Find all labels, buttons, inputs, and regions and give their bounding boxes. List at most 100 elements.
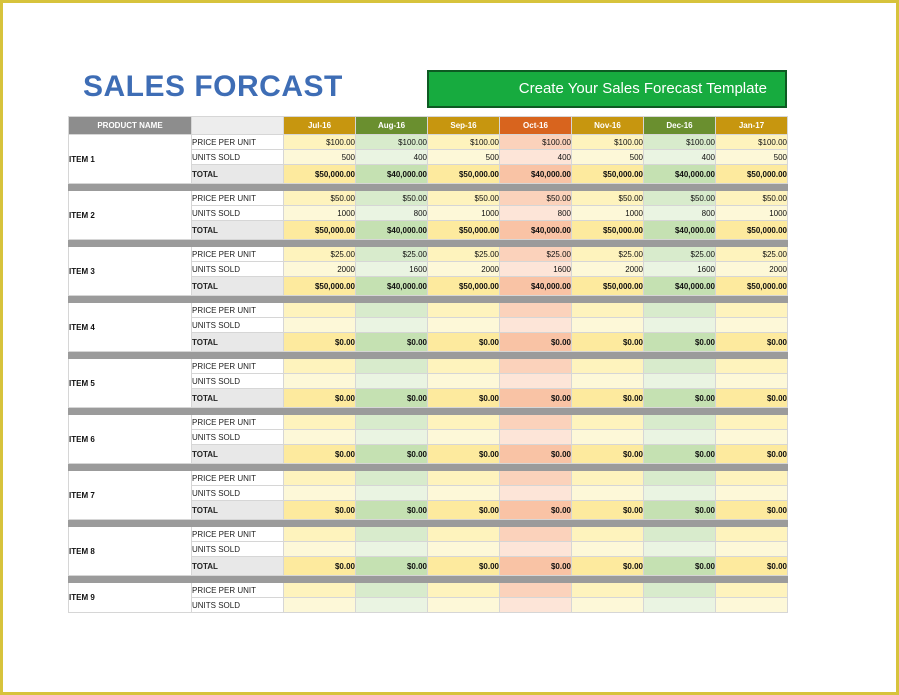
units-cell[interactable] — [427, 373, 500, 389]
price-cell[interactable] — [643, 358, 716, 374]
price-cell[interactable] — [571, 582, 644, 598]
item-name-cell[interactable]: ITEM 5 — [68, 358, 192, 408]
item-name-cell[interactable]: ITEM 3 — [68, 246, 192, 296]
price-cell[interactable] — [715, 358, 788, 374]
units-cell[interactable] — [499, 485, 572, 501]
price-cell[interactable]: $100.00 — [283, 134, 356, 150]
units-cell[interactable] — [715, 541, 788, 557]
price-cell[interactable] — [283, 526, 356, 542]
price-cell[interactable] — [283, 302, 356, 318]
units-cell[interactable] — [643, 373, 716, 389]
price-cell[interactable]: $25.00 — [427, 246, 500, 262]
price-cell[interactable]: $50.00 — [283, 190, 356, 206]
price-cell[interactable] — [355, 526, 428, 542]
price-cell[interactable] — [427, 470, 500, 486]
units-cell[interactable]: 2000 — [715, 261, 788, 277]
units-cell[interactable]: 2000 — [283, 261, 356, 277]
price-cell[interactable] — [571, 414, 644, 430]
price-cell[interactable]: $50.00 — [499, 190, 572, 206]
price-cell[interactable] — [427, 414, 500, 430]
units-cell[interactable] — [427, 429, 500, 445]
units-cell[interactable] — [427, 485, 500, 501]
units-cell[interactable] — [571, 597, 644, 613]
price-cell[interactable] — [499, 582, 572, 598]
units-cell[interactable]: 500 — [283, 149, 356, 165]
price-cell[interactable] — [355, 414, 428, 430]
price-cell[interactable] — [715, 582, 788, 598]
units-cell[interactable] — [499, 429, 572, 445]
units-cell[interactable] — [283, 541, 356, 557]
price-cell[interactable]: $100.00 — [643, 134, 716, 150]
units-cell[interactable]: 2000 — [571, 261, 644, 277]
price-cell[interactable] — [355, 470, 428, 486]
price-cell[interactable] — [283, 414, 356, 430]
units-cell[interactable]: 500 — [427, 149, 500, 165]
price-cell[interactable] — [355, 582, 428, 598]
units-cell[interactable]: 800 — [643, 205, 716, 221]
units-cell[interactable] — [355, 485, 428, 501]
price-cell[interactable] — [715, 302, 788, 318]
units-cell[interactable] — [643, 597, 716, 613]
units-cell[interactable] — [283, 317, 356, 333]
units-cell[interactable]: 500 — [571, 149, 644, 165]
price-cell[interactable] — [499, 358, 572, 374]
price-cell[interactable] — [355, 302, 428, 318]
price-cell[interactable]: $25.00 — [643, 246, 716, 262]
units-cell[interactable] — [571, 317, 644, 333]
price-cell[interactable] — [643, 414, 716, 430]
price-cell[interactable] — [499, 302, 572, 318]
units-cell[interactable] — [571, 485, 644, 501]
price-cell[interactable]: $25.00 — [571, 246, 644, 262]
units-cell[interactable] — [355, 373, 428, 389]
price-cell[interactable]: $50.00 — [715, 190, 788, 206]
units-cell[interactable] — [571, 429, 644, 445]
price-cell[interactable]: $25.00 — [715, 246, 788, 262]
price-cell[interactable] — [715, 470, 788, 486]
units-cell[interactable] — [355, 541, 428, 557]
price-cell[interactable]: $100.00 — [571, 134, 644, 150]
units-cell[interactable] — [283, 597, 356, 613]
units-cell[interactable] — [427, 597, 500, 613]
price-cell[interactable]: $50.00 — [571, 190, 644, 206]
units-cell[interactable] — [643, 541, 716, 557]
price-cell[interactable] — [643, 302, 716, 318]
item-name-cell[interactable]: ITEM 4 — [68, 302, 192, 352]
price-cell[interactable] — [643, 470, 716, 486]
price-cell[interactable] — [571, 358, 644, 374]
price-cell[interactable] — [643, 582, 716, 598]
price-cell[interactable] — [427, 358, 500, 374]
price-cell[interactable] — [283, 358, 356, 374]
units-cell[interactable]: 800 — [499, 205, 572, 221]
units-cell[interactable] — [499, 373, 572, 389]
price-cell[interactable] — [715, 526, 788, 542]
units-cell[interactable]: 1600 — [355, 261, 428, 277]
units-cell[interactable]: 800 — [355, 205, 428, 221]
price-cell[interactable] — [427, 582, 500, 598]
units-cell[interactable] — [715, 373, 788, 389]
units-cell[interactable]: 1000 — [715, 205, 788, 221]
price-cell[interactable]: $25.00 — [355, 246, 428, 262]
price-cell[interactable]: $100.00 — [715, 134, 788, 150]
price-cell[interactable] — [571, 470, 644, 486]
units-cell[interactable] — [283, 429, 356, 445]
price-cell[interactable] — [715, 414, 788, 430]
units-cell[interactable]: 1000 — [571, 205, 644, 221]
units-cell[interactable]: 400 — [355, 149, 428, 165]
units-cell[interactable] — [715, 429, 788, 445]
price-cell[interactable] — [499, 414, 572, 430]
units-cell[interactable] — [715, 485, 788, 501]
units-cell[interactable] — [643, 317, 716, 333]
units-cell[interactable] — [499, 597, 572, 613]
price-cell[interactable]: $50.00 — [643, 190, 716, 206]
price-cell[interactable]: $50.00 — [427, 190, 500, 206]
units-cell[interactable]: 1600 — [499, 261, 572, 277]
price-cell[interactable] — [643, 526, 716, 542]
units-cell[interactable] — [427, 541, 500, 557]
price-cell[interactable] — [499, 526, 572, 542]
units-cell[interactable]: 500 — [715, 149, 788, 165]
units-cell[interactable]: 2000 — [427, 261, 500, 277]
units-cell[interactable] — [355, 317, 428, 333]
units-cell[interactable] — [283, 373, 356, 389]
price-cell[interactable] — [571, 302, 644, 318]
units-cell[interactable] — [427, 317, 500, 333]
